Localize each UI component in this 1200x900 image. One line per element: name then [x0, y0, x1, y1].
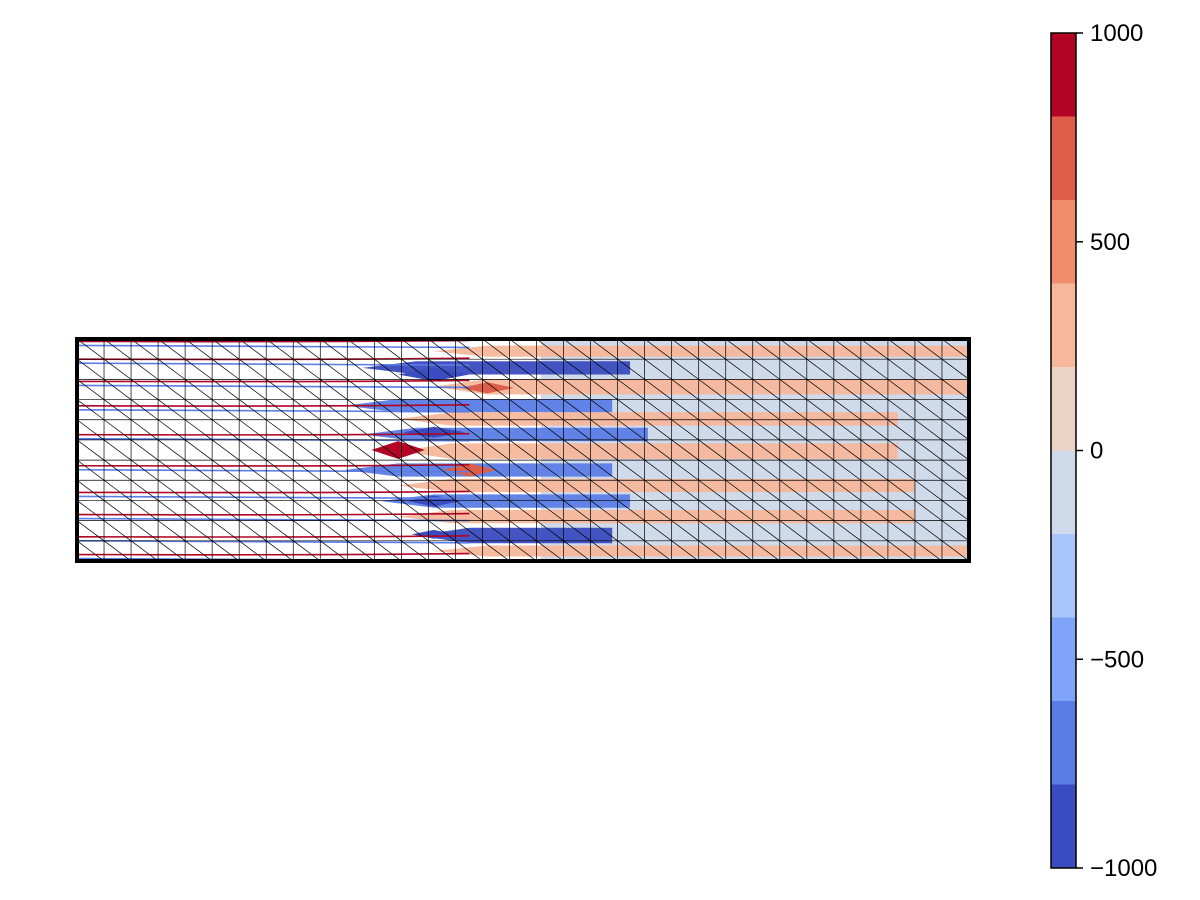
field-band-0 — [433, 345, 969, 357]
field-band-3 — [344, 398, 613, 413]
colorbar-swatch-8 — [1051, 116, 1076, 200]
colorbar-tick-label-1: −500 — [1090, 646, 1144, 673]
stripe-blue-1 — [77, 362, 470, 366]
field-peak-5 — [460, 382, 515, 394]
colorbar-tick-label-4: 1000 — [1090, 20, 1143, 47]
stripe-blue-6 — [77, 495, 470, 500]
colorbar-swatch-6 — [1051, 283, 1076, 367]
field-band-2 — [433, 378, 969, 395]
stripe-blue-7 — [77, 517, 470, 522]
colorbar-tick-label-2: 0 — [1090, 438, 1103, 465]
field-band-11 — [415, 527, 613, 544]
colorbar-tick-label-0: −1000 — [1090, 855, 1157, 882]
colorbar-tick-label-3: 500 — [1090, 229, 1130, 256]
field-band-10 — [398, 509, 916, 524]
colorbar-swatch-7 — [1051, 200, 1076, 284]
field-peak-6 — [442, 463, 497, 477]
stripe-blue-5 — [77, 468, 470, 473]
field-band-6 — [398, 443, 898, 459]
colorbar-swatch-2 — [1051, 617, 1076, 701]
stripe-red-5 — [77, 463, 470, 467]
field-band-1 — [362, 361, 631, 375]
field-band-4 — [398, 412, 898, 426]
colorbar-swatch-5 — [1051, 367, 1076, 451]
field-peak-2 — [402, 426, 466, 438]
stripe-blue-4 — [77, 437, 470, 442]
field-band-8 — [398, 478, 916, 493]
stripe-red-3 — [77, 404, 470, 407]
colorbar-swatch-3 — [1051, 534, 1076, 618]
plot-frame — [75, 337, 971, 563]
stripe-red-6 — [77, 490, 470, 494]
mesh-lines — [77, 339, 969, 561]
colorbar-swatch-0 — [1051, 784, 1076, 868]
field-band-12 — [433, 545, 969, 557]
stripe-blue-3 — [77, 409, 470, 413]
colorbar-ticks: −1000 −500 0 500 1000 — [1076, 20, 1157, 882]
colorbar-swatch-9 — [1051, 33, 1076, 117]
colorbar-swatch-4 — [1051, 450, 1076, 534]
field-peak-0 — [371, 441, 425, 459]
stripe-red-8 — [77, 535, 470, 538]
colorbar: −1000 −500 0 500 1000 — [1050, 20, 1157, 882]
field-peak-1 — [398, 367, 470, 382]
colorbar-swatches — [1051, 33, 1076, 868]
stripe-red-9 — [77, 552, 470, 556]
colorbar-swatch-1 — [1051, 701, 1076, 785]
stripe-red-7 — [77, 512, 470, 516]
plot-area — [75, 337, 971, 563]
stripe-red-4 — [77, 432, 470, 436]
mesh-grid — [77, 339, 969, 561]
stripe-blue-0 — [77, 344, 470, 349]
stripe-blue-2 — [77, 384, 470, 389]
